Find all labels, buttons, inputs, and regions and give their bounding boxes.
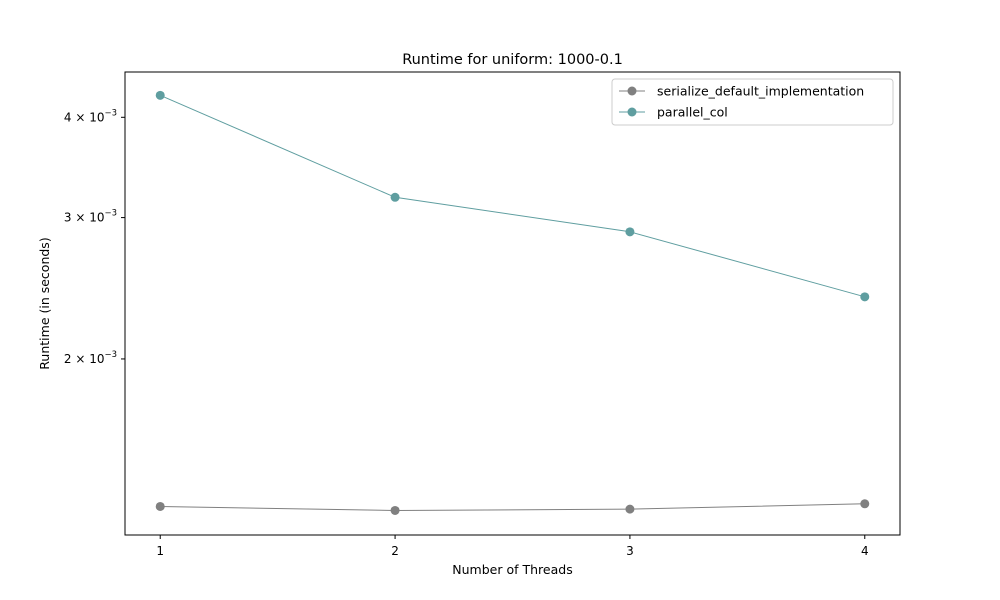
data-point-0-2 (625, 504, 635, 514)
series-line-1 (160, 94, 865, 298)
legend-box (611, 78, 894, 126)
plot-frame (124, 71, 901, 536)
legend-marker-serialize (627, 86, 637, 96)
legend-label-serialize: serialize_default_implementation (657, 84, 864, 99)
data-point-1-3 (860, 292, 870, 302)
y-tick-label: 2 × 10−3 (64, 350, 117, 366)
data-point-0-0 (155, 501, 165, 511)
data-point-0-1 (390, 505, 400, 515)
x-tick-label: 1 (156, 544, 164, 558)
legend-label-parallel: parallel_col (657, 105, 728, 120)
x-axis-label: Number of Threads (452, 562, 572, 577)
legend: serialize_default_implementation paralle… (611, 78, 894, 126)
data-point-1-2 (625, 227, 635, 237)
legend-marker-parallel (627, 107, 637, 117)
x-tick-label: 3 (626, 544, 634, 558)
x-tick-label: 2 (391, 544, 399, 558)
y-tick-label: 4 × 10−3 (64, 108, 117, 124)
y-axis: 4 × 10−3 3 × 10−3 2 × 10−3 (64, 108, 125, 366)
y-axis-label: Runtime (in seconds) (37, 237, 52, 369)
data-point-0-3 (860, 499, 870, 509)
series-layer (155, 90, 870, 515)
chart-title: Runtime for uniform: 1000-0.1 (402, 52, 623, 68)
x-tick-label: 4 (861, 544, 869, 558)
series-line-0 (160, 503, 865, 512)
y-tick-label: 3 × 10−3 (64, 209, 117, 225)
data-point-1-0 (155, 90, 165, 100)
data-point-1-1 (390, 192, 400, 202)
x-axis: 1 2 3 4 (156, 535, 869, 558)
